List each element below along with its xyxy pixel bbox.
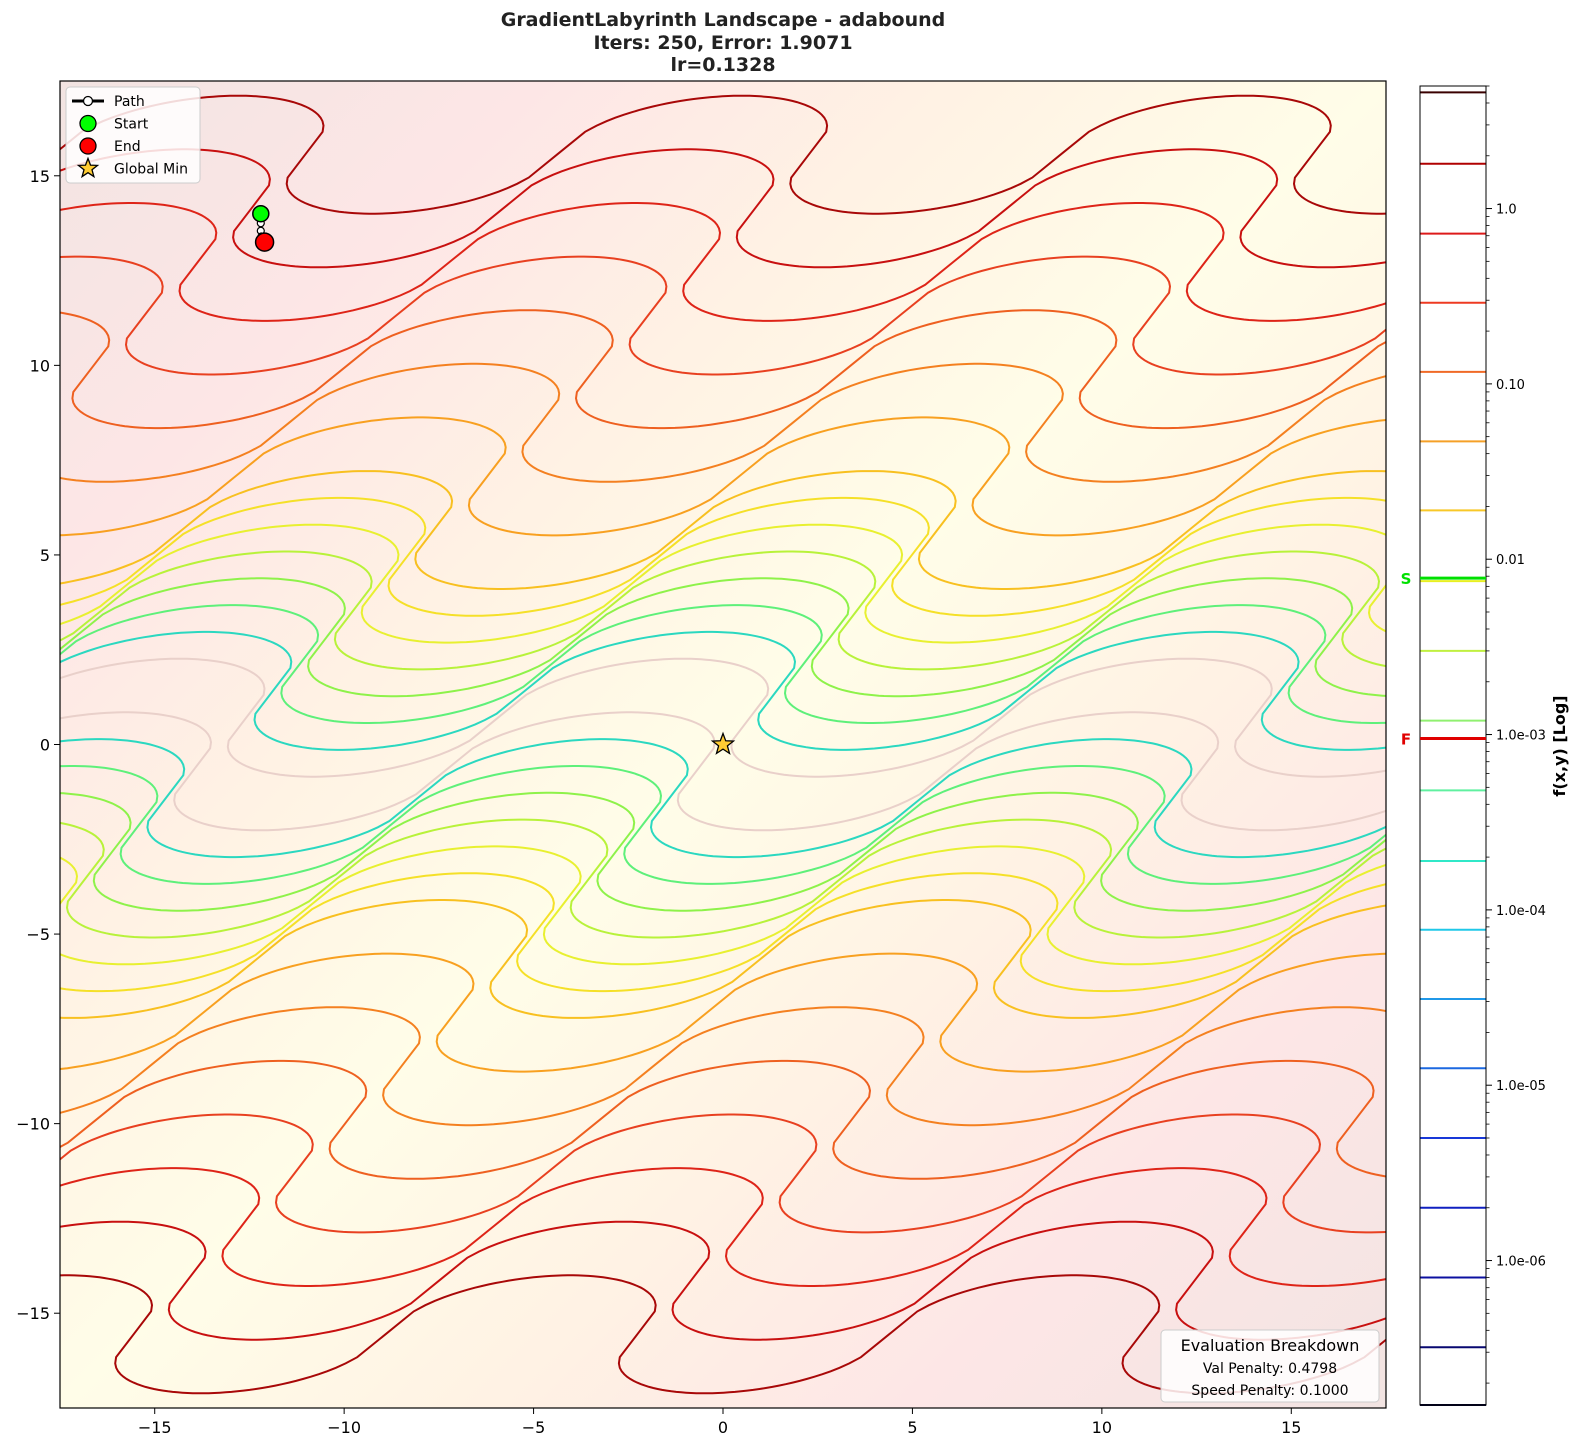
y-tick-label-2: −5	[26, 925, 50, 944]
colorbar-tick-label-6: 1.0e-06	[1496, 1255, 1546, 1270]
legend-global-min-marker	[76, 156, 100, 179]
y-tick-label-5: 10	[30, 356, 50, 375]
chart-title-line-3: lr=0.1328	[670, 54, 776, 76]
y-tick-label-0: −15	[16, 1304, 50, 1323]
chart-title-line-1: GradientLabyrinth Landscape - adabound	[500, 9, 946, 31]
evaluation-speed-penalty: Speed Penalty: 0.1000	[1191, 1383, 1348, 1399]
optimizer-path	[252, 204, 736, 755]
contour-line-upper-7	[60, 470, 1386, 590]
contour-line-upper-4	[60, 550, 1386, 671]
contour-line-upper-1	[60, 630, 1386, 751]
colorbar-tick-label-2: 0.01	[1496, 553, 1525, 568]
evaluation-box-title: Evaluation Breakdown	[1181, 1336, 1360, 1355]
colorbar: 1.00.100.011.0e-031.0e-041.0e-051.0e-06 …	[1401, 85, 1569, 1406]
colorbar-tick-label-4: 1.0e-04	[1496, 904, 1546, 919]
contour-line-lower-1	[60, 738, 1386, 859]
contour-line-lower-11	[60, 1113, 1386, 1234]
x-tick-label-3: 0	[718, 1418, 728, 1437]
global-min-marker	[710, 731, 736, 755]
y-axis: −15 −10 −5 0 5 10 15	[16, 167, 60, 1323]
contour-lines	[60, 94, 1386, 1395]
contour-line-lower-6	[60, 872, 1386, 993]
contour-line-lower-4	[60, 818, 1386, 939]
contour-line-upper-13	[60, 148, 1386, 269]
contour-line-lower-0	[60, 711, 1386, 832]
contour-line-upper-2	[60, 604, 1386, 724]
contour-line-lower-12	[60, 1167, 1386, 1287]
x-tick-label-5: 10	[1092, 1418, 1112, 1437]
plot-area	[59, 80, 1387, 1409]
legend-start-marker	[79, 114, 97, 133]
contour-line-upper-8	[60, 416, 1386, 537]
contour-line-lower-8	[60, 952, 1386, 1073]
y-tick-label-3: 0	[40, 736, 50, 755]
y-tick-label-1: −10	[16, 1115, 50, 1134]
colorbar-tick-label-0: 1.0	[1496, 203, 1517, 218]
contour-line-lower-2	[60, 765, 1386, 885]
colorbar-marker-label-F: F	[1401, 730, 1411, 748]
legend-end-marker	[79, 137, 97, 155]
contour-line-lower-10	[60, 1059, 1386, 1180]
contour-line-upper-9	[60, 362, 1386, 483]
colorbar-label: f(x,y) [Log]	[1550, 695, 1569, 796]
colorbar-level-lines	[1420, 91, 1486, 1406]
y-tick-label-6: 15	[30, 167, 50, 186]
start-marker	[252, 204, 270, 223]
colorbar-marker-label-S: S	[1401, 570, 1412, 588]
contour-line-lower-9	[60, 1006, 1386, 1127]
evaluation-box-frame	[1160, 1329, 1380, 1403]
contour-line-lower-7	[60, 899, 1386, 1019]
colorbar-markers: SF	[1401, 570, 1486, 748]
contour-line-lower-3	[60, 791, 1386, 912]
contour-line-upper-10	[60, 309, 1386, 430]
x-tick-label-6: 15	[1281, 1418, 1301, 1437]
colorbar-tick-label-3: 1.0e-03	[1496, 729, 1546, 744]
end-marker	[254, 232, 275, 252]
legend-frame	[65, 86, 201, 184]
contour-line-upper-3	[60, 577, 1386, 698]
y-tick-label-4: 5	[40, 546, 50, 565]
colorbar-body	[1420, 86, 1486, 1405]
contour-line-upper-6	[60, 496, 1386, 617]
legend-label-3: Global Min	[114, 162, 188, 178]
colorbar-ticks: 1.0 0.10 0.01 1.0e-03 1.0e-04 1.0e-05 1.0e-06	[1486, 85, 1546, 1384]
colorbar-tick-label-5: 1.0e-05	[1496, 1079, 1546, 1094]
evaluation-breakdown-box: Evaluation Breakdown Val Penalty: 0.4798…	[1160, 1329, 1380, 1403]
legend-path-marker	[82, 95, 94, 107]
x-tick-label-1: −10	[327, 1418, 361, 1437]
legend-label-0: Path	[114, 94, 145, 110]
x-tick-label-0: −15	[138, 1418, 172, 1437]
contour-line-upper-11	[60, 255, 1386, 376]
legend-label-1: Start	[114, 117, 149, 133]
evaluation-val-penalty: Val Penalty: 0.4798	[1203, 1361, 1337, 1377]
contour-line-upper-5	[60, 523, 1386, 644]
contour-line-upper-12	[60, 202, 1386, 322]
contour-line-lower-14	[60, 1274, 1386, 1395]
colorbar-tick-label-1: 0.10	[1496, 378, 1525, 393]
x-axis: −15 −10 −5 0 5 10 15	[138, 1408, 1301, 1437]
legend: Path Start End Global Min	[65, 86, 201, 184]
contour-line-lower-5	[60, 845, 1386, 966]
legend-label-2: End	[114, 139, 141, 155]
x-tick-label-4: 5	[907, 1418, 917, 1437]
contour-line-upper-14	[60, 94, 1386, 215]
chart-title-line-2: Iters: 250, Error: 1.9071	[593, 32, 853, 54]
contour-line-upper-0	[60, 657, 1386, 778]
colorbar-frame	[1419, 85, 1487, 1406]
x-tick-label-2: −5	[522, 1418, 546, 1437]
